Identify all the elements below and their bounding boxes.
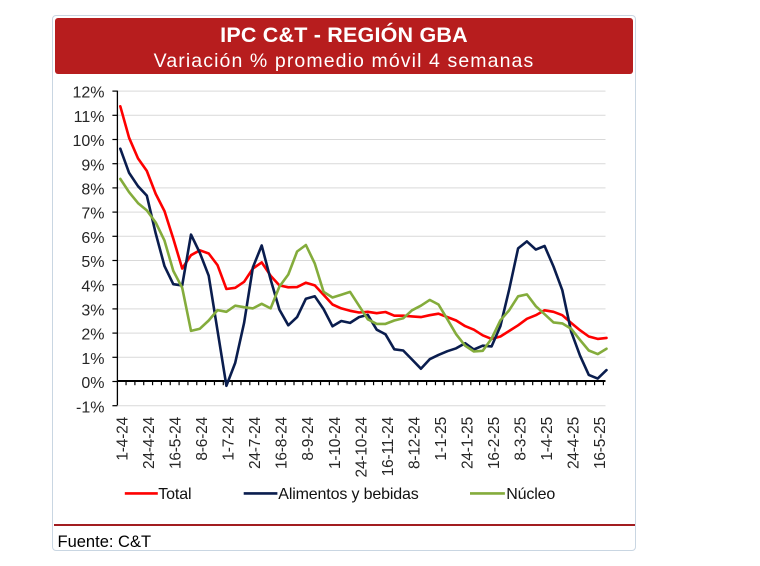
svg-text:12%: 12% [72,85,104,102]
svg-text:10%: 10% [72,133,104,150]
svg-text:24-4-24: 24-4-24 [141,416,158,469]
svg-text:5%: 5% [81,254,104,271]
svg-text:1-4-24: 1-4-24 [115,416,132,460]
svg-text:Núcleo: Núcleo [506,486,555,503]
svg-text:Alimentos y bebidas: Alimentos y bebidas [278,486,418,503]
svg-text:0%: 0% [81,375,104,392]
svg-text:8%: 8% [81,182,104,199]
svg-text:9%: 9% [81,157,104,174]
svg-text:24-10-24: 24-10-24 [353,416,370,477]
svg-text:-1%: -1% [76,399,104,416]
svg-text:7%: 7% [81,206,104,223]
svg-text:24-7-24: 24-7-24 [247,416,264,469]
svg-text:Total: Total [158,486,191,503]
svg-text:8-3-25: 8-3-25 [512,417,529,461]
svg-text:16-11-24: 16-11-24 [380,416,397,476]
svg-text:1-10-24: 1-10-24 [327,416,344,469]
svg-text:4%: 4% [81,278,104,295]
svg-text:16-8-24: 16-8-24 [274,416,291,469]
svg-text:16-5-25: 16-5-25 [592,417,609,469]
svg-text:24-4-25: 24-4-25 [565,417,582,469]
svg-text:3%: 3% [81,303,104,320]
svg-text:2%: 2% [81,327,104,344]
svg-text:1-4-25: 1-4-25 [539,417,556,461]
svg-text:8-12-24: 8-12-24 [406,416,423,469]
svg-text:1-7-24: 1-7-24 [221,416,238,460]
svg-text:11%: 11% [74,109,105,126]
svg-text:24-1-25: 24-1-25 [459,417,476,469]
svg-text:16-5-24: 16-5-24 [168,416,185,469]
svg-text:8-6-24: 8-6-24 [194,416,211,460]
svg-text:1%: 1% [81,351,104,368]
svg-text:16-2-25: 16-2-25 [486,417,503,469]
svg-text:1-1-25: 1-1-25 [433,417,450,461]
svg-text:6%: 6% [81,230,104,247]
svg-text:8-9-24: 8-9-24 [300,416,317,460]
